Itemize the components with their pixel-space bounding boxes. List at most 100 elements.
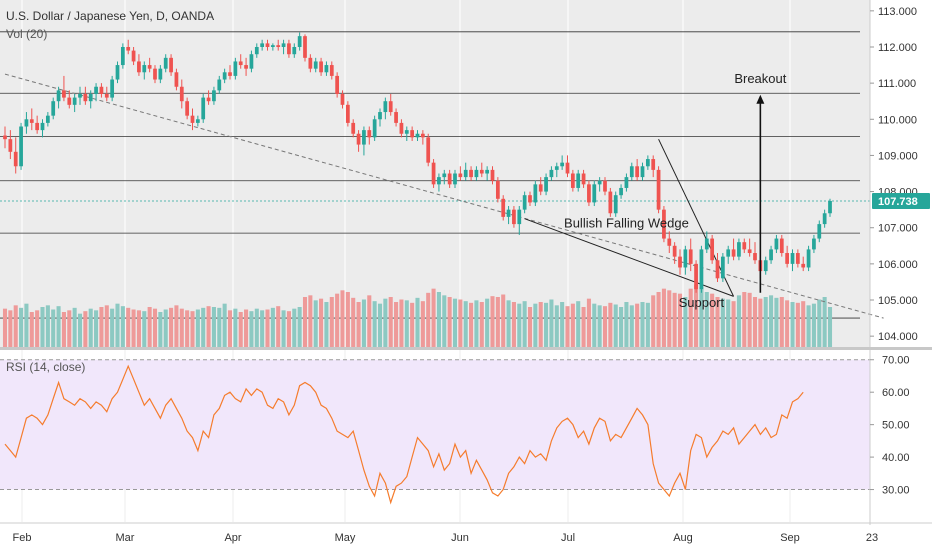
candle-body xyxy=(335,75,340,94)
volume-bar xyxy=(479,302,484,347)
candle-body xyxy=(367,130,372,138)
volume-bar xyxy=(790,302,795,347)
candle-body xyxy=(469,169,473,178)
volume-bar xyxy=(292,308,297,347)
candle-body xyxy=(270,45,275,47)
volume-bar xyxy=(742,292,747,347)
candle-body xyxy=(372,119,377,138)
volume-bar xyxy=(795,302,800,347)
candle-body xyxy=(581,173,586,185)
volume-bar xyxy=(174,305,179,347)
candle-body xyxy=(806,249,811,268)
volume-bar xyxy=(827,307,833,347)
candle-body xyxy=(747,249,752,254)
candle-body xyxy=(656,169,661,210)
volume-bar xyxy=(656,292,661,347)
candle-body xyxy=(458,173,463,178)
candle-body xyxy=(597,180,602,185)
volume-bar xyxy=(158,312,163,347)
candle-body xyxy=(554,166,559,170)
volume-bar xyxy=(619,307,624,347)
candle-body xyxy=(147,65,152,69)
candle-body xyxy=(565,162,570,174)
candle-body xyxy=(619,187,623,196)
volume-bar xyxy=(238,312,243,347)
candle-body xyxy=(190,115,195,123)
price-tick-label: 112.000 xyxy=(878,42,917,54)
candle-body xyxy=(437,177,441,185)
candle-body xyxy=(453,173,457,185)
volume-bar xyxy=(667,290,672,347)
volume-bar xyxy=(29,312,34,347)
volume-bar xyxy=(115,303,120,347)
candle-body xyxy=(56,90,61,102)
x-tick-label: Feb xyxy=(13,532,32,544)
annotation-label: Bullish Falling Wedge xyxy=(564,216,689,231)
candle-body xyxy=(495,180,500,199)
volume-bar xyxy=(538,302,543,347)
candle-body xyxy=(667,238,672,246)
candle-body xyxy=(753,253,757,261)
volume-bar xyxy=(383,298,388,347)
candle-body xyxy=(324,65,329,73)
rsi-legend: RSI (14, close) xyxy=(6,360,86,374)
volume-bar xyxy=(270,307,275,347)
rsi-tick-label: 60.00 xyxy=(882,387,910,399)
volume-bar xyxy=(313,300,318,347)
candle-body xyxy=(88,93,93,102)
candle-body xyxy=(704,238,709,250)
candle-body xyxy=(442,173,447,178)
candle-body xyxy=(169,57,173,73)
volume-bar xyxy=(222,303,227,347)
candle-body xyxy=(201,97,206,120)
volume-bar xyxy=(763,297,768,347)
candle-body xyxy=(447,173,452,185)
candle-body xyxy=(351,122,356,134)
volume-bar xyxy=(329,297,334,347)
volume-bar xyxy=(720,298,725,347)
volume-bar xyxy=(811,303,816,347)
candle-body xyxy=(8,139,13,152)
volume-bar xyxy=(785,300,790,347)
candle-body xyxy=(635,166,640,178)
volume-bar xyxy=(404,300,409,347)
volume-bar xyxy=(495,297,500,347)
candle-body xyxy=(228,72,232,76)
candle-body xyxy=(137,61,141,73)
candle-body xyxy=(308,57,313,69)
volume-bar xyxy=(281,310,286,347)
volume-bar xyxy=(104,305,109,347)
rsi-line xyxy=(4,364,804,505)
volume-bar xyxy=(169,307,174,347)
volume-bar xyxy=(195,309,200,347)
volume-bar xyxy=(527,307,533,347)
candle-body xyxy=(694,263,698,290)
candle-body xyxy=(715,260,720,279)
candle-body xyxy=(29,119,34,123)
candle-body xyxy=(651,159,656,170)
candle-body xyxy=(592,184,597,203)
rsi-tick-label: 30.00 xyxy=(882,485,910,497)
candle-body xyxy=(115,65,120,80)
volume-bar xyxy=(774,297,779,347)
volume-bar xyxy=(726,299,731,347)
candle-body xyxy=(319,61,323,73)
candle-body xyxy=(94,86,98,94)
candle-body xyxy=(420,133,425,138)
candle-body xyxy=(244,65,248,69)
volume-bar xyxy=(452,298,458,347)
volume-bar xyxy=(672,292,677,347)
candle-body xyxy=(238,61,243,66)
candle-body xyxy=(51,101,56,116)
candle-body xyxy=(544,177,548,192)
volume-bar xyxy=(201,307,206,347)
rsi-tick-label: 70.00 xyxy=(882,355,910,367)
volume-bar xyxy=(447,297,452,347)
x-tick-label: 23 xyxy=(866,532,878,544)
rsi-tick-label: 40.00 xyxy=(882,452,910,464)
candle-body xyxy=(726,249,731,257)
candle-body xyxy=(683,249,688,268)
candle-body xyxy=(362,130,366,145)
volume-bar xyxy=(592,303,597,347)
